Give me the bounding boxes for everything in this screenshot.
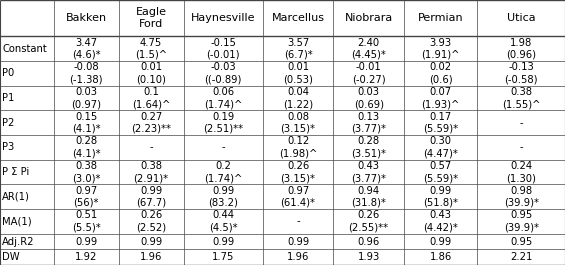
Text: 0.30
(4.47)*: 0.30 (4.47)* — [423, 136, 458, 158]
Text: 0.24
(1.30): 0.24 (1.30) — [506, 161, 536, 183]
Text: 0.99: 0.99 — [287, 237, 309, 247]
Text: P0: P0 — [2, 68, 15, 78]
Text: 0.26
(2.52): 0.26 (2.52) — [136, 210, 166, 232]
Text: Bakken: Bakken — [66, 13, 107, 23]
Text: 0.99: 0.99 — [429, 237, 452, 247]
Text: P2: P2 — [2, 118, 15, 128]
Text: 0.03
(0.69): 0.03 (0.69) — [354, 87, 384, 109]
Text: -: - — [296, 217, 300, 227]
Text: -0.15
(-0.01): -0.15 (-0.01) — [206, 38, 240, 60]
Text: 0.43
(4.42)*: 0.43 (4.42)* — [423, 210, 458, 232]
Text: Constant: Constant — [2, 44, 47, 54]
Text: -0.01
(-0.27): -0.01 (-0.27) — [352, 62, 385, 84]
Text: 0.97
(56)*: 0.97 (56)* — [73, 186, 99, 208]
Text: DW: DW — [2, 252, 20, 262]
Text: 0.94
(31.8)*: 0.94 (31.8)* — [351, 186, 386, 208]
Text: 1.96: 1.96 — [140, 252, 162, 262]
Text: 1.86: 1.86 — [429, 252, 452, 262]
Text: -: - — [519, 118, 523, 128]
Text: 1.92: 1.92 — [75, 252, 97, 262]
Text: -: - — [149, 143, 153, 152]
Text: MA(1): MA(1) — [2, 217, 32, 227]
Text: 0.96: 0.96 — [358, 237, 380, 247]
Text: Eagle
Ford: Eagle Ford — [136, 7, 167, 29]
Text: Niobrara: Niobrara — [345, 13, 393, 23]
Text: Marcellus: Marcellus — [272, 13, 324, 23]
Text: 0.06
(1.74)^: 0.06 (1.74)^ — [204, 87, 242, 109]
Text: 3.57
(6.7)*: 3.57 (6.7)* — [284, 38, 312, 60]
Text: 0.28
(4.1)*: 0.28 (4.1)* — [72, 136, 101, 158]
Text: 0.17
(5.59)*: 0.17 (5.59)* — [423, 112, 458, 134]
Text: 0.99: 0.99 — [75, 237, 97, 247]
Text: 0.1
(1.64)^: 0.1 (1.64)^ — [132, 87, 170, 109]
Text: 1.75: 1.75 — [212, 252, 234, 262]
Text: 0.38
(1.55)^: 0.38 (1.55)^ — [502, 87, 541, 109]
Text: P3: P3 — [2, 143, 15, 152]
Text: 0.08
(3.15)*: 0.08 (3.15)* — [281, 112, 315, 134]
Text: 2.21: 2.21 — [510, 252, 532, 262]
Text: 0.01
(0.53): 0.01 (0.53) — [283, 62, 313, 84]
Text: 0.01
(0.10): 0.01 (0.10) — [136, 62, 166, 84]
Text: 0.2
(1.74)^: 0.2 (1.74)^ — [204, 161, 242, 183]
Text: 0.99
(67.7): 0.99 (67.7) — [136, 186, 166, 208]
Text: 1.98
(0.96): 1.98 (0.96) — [506, 38, 536, 60]
Text: 0.99: 0.99 — [140, 237, 162, 247]
Text: 0.28
(3.51)*: 0.28 (3.51)* — [351, 136, 386, 158]
Text: 0.38
(3.0)*: 0.38 (3.0)* — [72, 161, 101, 183]
Text: 0.51
(5.5)*: 0.51 (5.5)* — [72, 210, 101, 232]
Text: 0.57
(5.59)*: 0.57 (5.59)* — [423, 161, 458, 183]
Text: Haynesville: Haynesville — [191, 13, 255, 23]
Text: 3.47
(4.6)*: 3.47 (4.6)* — [72, 38, 101, 60]
Text: 0.43
(3.77)*: 0.43 (3.77)* — [351, 161, 386, 183]
Text: -0.13
(-0.58): -0.13 (-0.58) — [505, 62, 538, 84]
Text: -: - — [221, 143, 225, 152]
Text: 0.95: 0.95 — [510, 237, 532, 247]
Text: P1: P1 — [2, 93, 15, 103]
Text: AR(1): AR(1) — [2, 192, 30, 202]
Text: 0.27
(2.23)**: 0.27 (2.23)** — [131, 112, 171, 134]
Text: 0.99: 0.99 — [212, 237, 234, 247]
Text: Utica: Utica — [507, 13, 536, 23]
Text: -0.03
((-0.89): -0.03 ((-0.89) — [205, 62, 242, 84]
Text: 0.13
(3.77)*: 0.13 (3.77)* — [351, 112, 386, 134]
Text: -0.08
(-1.38): -0.08 (-1.38) — [69, 62, 103, 84]
Text: 0.44
(4.5)*: 0.44 (4.5)* — [209, 210, 237, 232]
Text: 0.02
(0.6): 0.02 (0.6) — [429, 62, 453, 84]
Text: 3.93
(1.91)^: 3.93 (1.91)^ — [421, 38, 460, 60]
Text: 0.15
(4.1)*: 0.15 (4.1)* — [72, 112, 101, 134]
Text: 0.07
(1.93)^: 0.07 (1.93)^ — [421, 87, 460, 109]
Text: 4.75
(1.5)^: 4.75 (1.5)^ — [135, 38, 167, 60]
Text: 0.99
(51.8)*: 0.99 (51.8)* — [423, 186, 458, 208]
Text: Adj.R2: Adj.R2 — [2, 237, 35, 247]
Text: 0.04
(1.22): 0.04 (1.22) — [283, 87, 313, 109]
Text: Permian: Permian — [418, 13, 463, 23]
Text: 0.26
(3.15)*: 0.26 (3.15)* — [281, 161, 315, 183]
Text: 1.96: 1.96 — [287, 252, 309, 262]
Text: 0.95
(39.9)*: 0.95 (39.9)* — [504, 210, 538, 232]
Text: 0.97
(61.4)*: 0.97 (61.4)* — [281, 186, 315, 208]
Text: 0.12
(1.98)^: 0.12 (1.98)^ — [279, 136, 317, 158]
Text: 2.40
(4.45)*: 2.40 (4.45)* — [351, 38, 386, 60]
Text: 0.03
(0.97): 0.03 (0.97) — [71, 87, 101, 109]
Text: 1.93: 1.93 — [358, 252, 380, 262]
Text: P Σ Pi: P Σ Pi — [2, 167, 29, 177]
Text: 0.98
(39.9)*: 0.98 (39.9)* — [504, 186, 538, 208]
Text: -: - — [519, 143, 523, 152]
Text: 0.19
(2.51)**: 0.19 (2.51)** — [203, 112, 244, 134]
Text: 0.38
(2.91)*: 0.38 (2.91)* — [133, 161, 169, 183]
Text: 0.99
(83.2): 0.99 (83.2) — [208, 186, 238, 208]
Text: 0.26
(2.55)**: 0.26 (2.55)** — [349, 210, 389, 232]
